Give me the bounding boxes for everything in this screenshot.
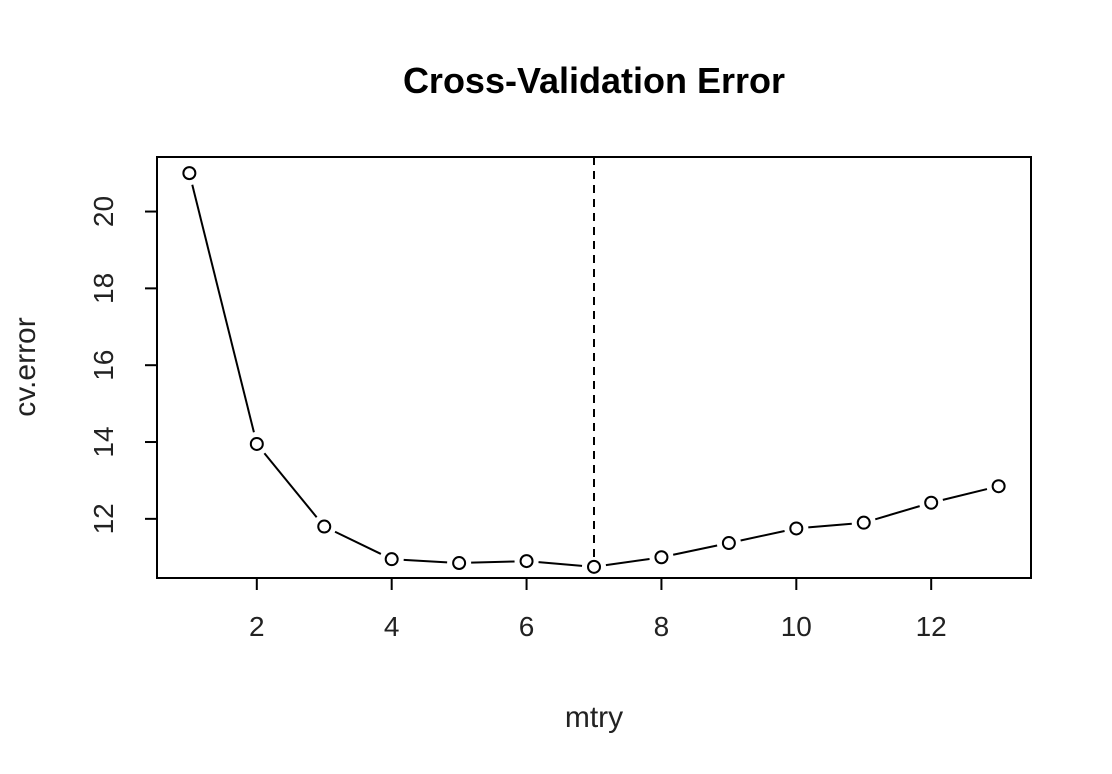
y-tick-label: 18 bbox=[88, 273, 119, 304]
data-point bbox=[654, 550, 669, 565]
data-point bbox=[856, 515, 871, 530]
data-point bbox=[991, 479, 1006, 494]
x-tick-label: 12 bbox=[916, 611, 947, 642]
data-point bbox=[519, 554, 534, 569]
series-segment bbox=[672, 544, 718, 556]
data-point bbox=[452, 556, 467, 571]
series-group bbox=[182, 166, 1006, 574]
x-tick-label: 10 bbox=[781, 611, 812, 642]
data-point bbox=[721, 536, 736, 551]
series-segment bbox=[808, 522, 852, 529]
series-segment bbox=[471, 560, 515, 564]
data-point bbox=[789, 521, 804, 536]
chart-title: Cross-Validation Error bbox=[403, 60, 785, 101]
x-tick-label: 6 bbox=[519, 611, 535, 642]
series-segment bbox=[874, 505, 920, 521]
data-point bbox=[249, 436, 264, 451]
data-point bbox=[317, 519, 332, 534]
y-axis-label: cv.error bbox=[9, 317, 42, 416]
data-point bbox=[924, 495, 939, 510]
series-segment bbox=[334, 530, 382, 555]
x-axis-label: mtry bbox=[565, 701, 623, 734]
series-segment bbox=[942, 488, 988, 501]
x-tick-label: 8 bbox=[654, 611, 670, 642]
data-point bbox=[384, 552, 399, 567]
series-segment bbox=[538, 561, 583, 567]
data-point bbox=[182, 166, 197, 181]
series-segment bbox=[191, 184, 255, 433]
series-segment bbox=[263, 452, 318, 518]
y-tick-label: 12 bbox=[88, 503, 119, 534]
x-axis: 2 4 6 8 10 12 bbox=[249, 577, 947, 642]
x-tick-label: 4 bbox=[384, 611, 400, 642]
series-segment bbox=[403, 558, 448, 564]
y-axis: 12 14 16 18 20 bbox=[88, 196, 158, 534]
y-tick-label: 20 bbox=[88, 196, 119, 227]
y-tick-label: 16 bbox=[88, 350, 119, 381]
series-segment bbox=[605, 557, 650, 567]
series-segment bbox=[740, 530, 785, 542]
x-tick-label: 2 bbox=[249, 611, 265, 642]
data-point bbox=[587, 559, 601, 574]
y-tick-label: 14 bbox=[88, 426, 119, 457]
